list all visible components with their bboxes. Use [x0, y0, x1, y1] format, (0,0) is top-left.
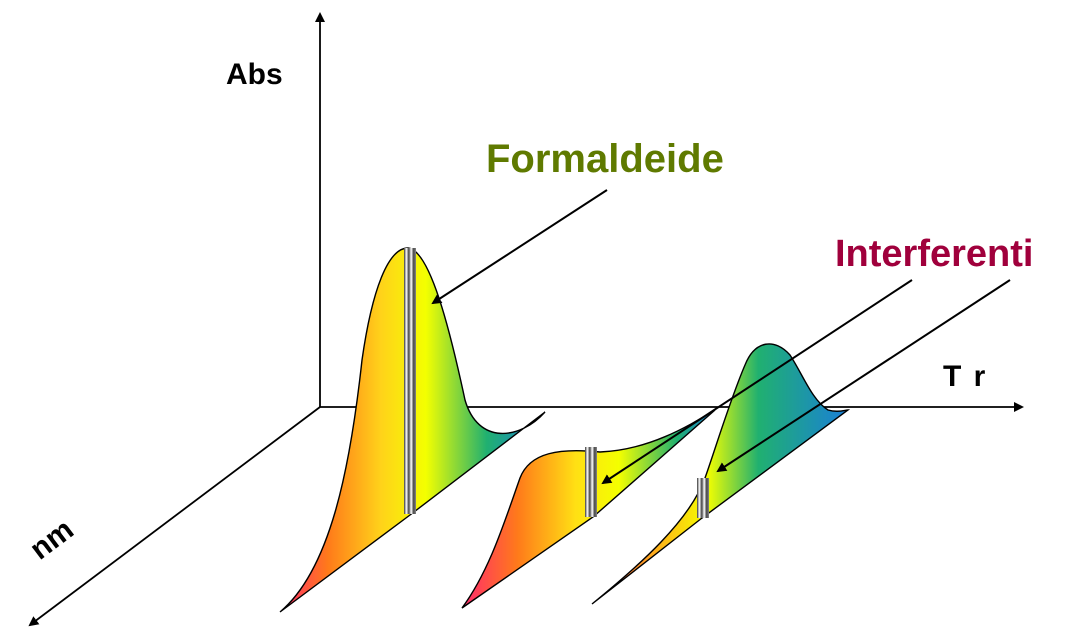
formaldeide-marker-bar [404, 248, 416, 514]
tr-axis-label: T r [943, 360, 988, 393]
interferent-pointer-arrow-2 [716, 279, 1011, 473]
formaldeide-label: Formaldeide [486, 137, 724, 181]
interferent-peak-2 [591, 343, 851, 605]
nm-axis [28, 406, 321, 627]
interferent-marker-bar-1 [585, 447, 597, 517]
interferenti-label: Interferenti [835, 233, 1034, 275]
abs-axis-label: Abs [226, 58, 283, 91]
interferent-pointer-arrow-1 [601, 279, 913, 485]
interferent-marker-bar-2 [697, 478, 709, 518]
formaldeide-pointer-arrow [431, 189, 608, 305]
